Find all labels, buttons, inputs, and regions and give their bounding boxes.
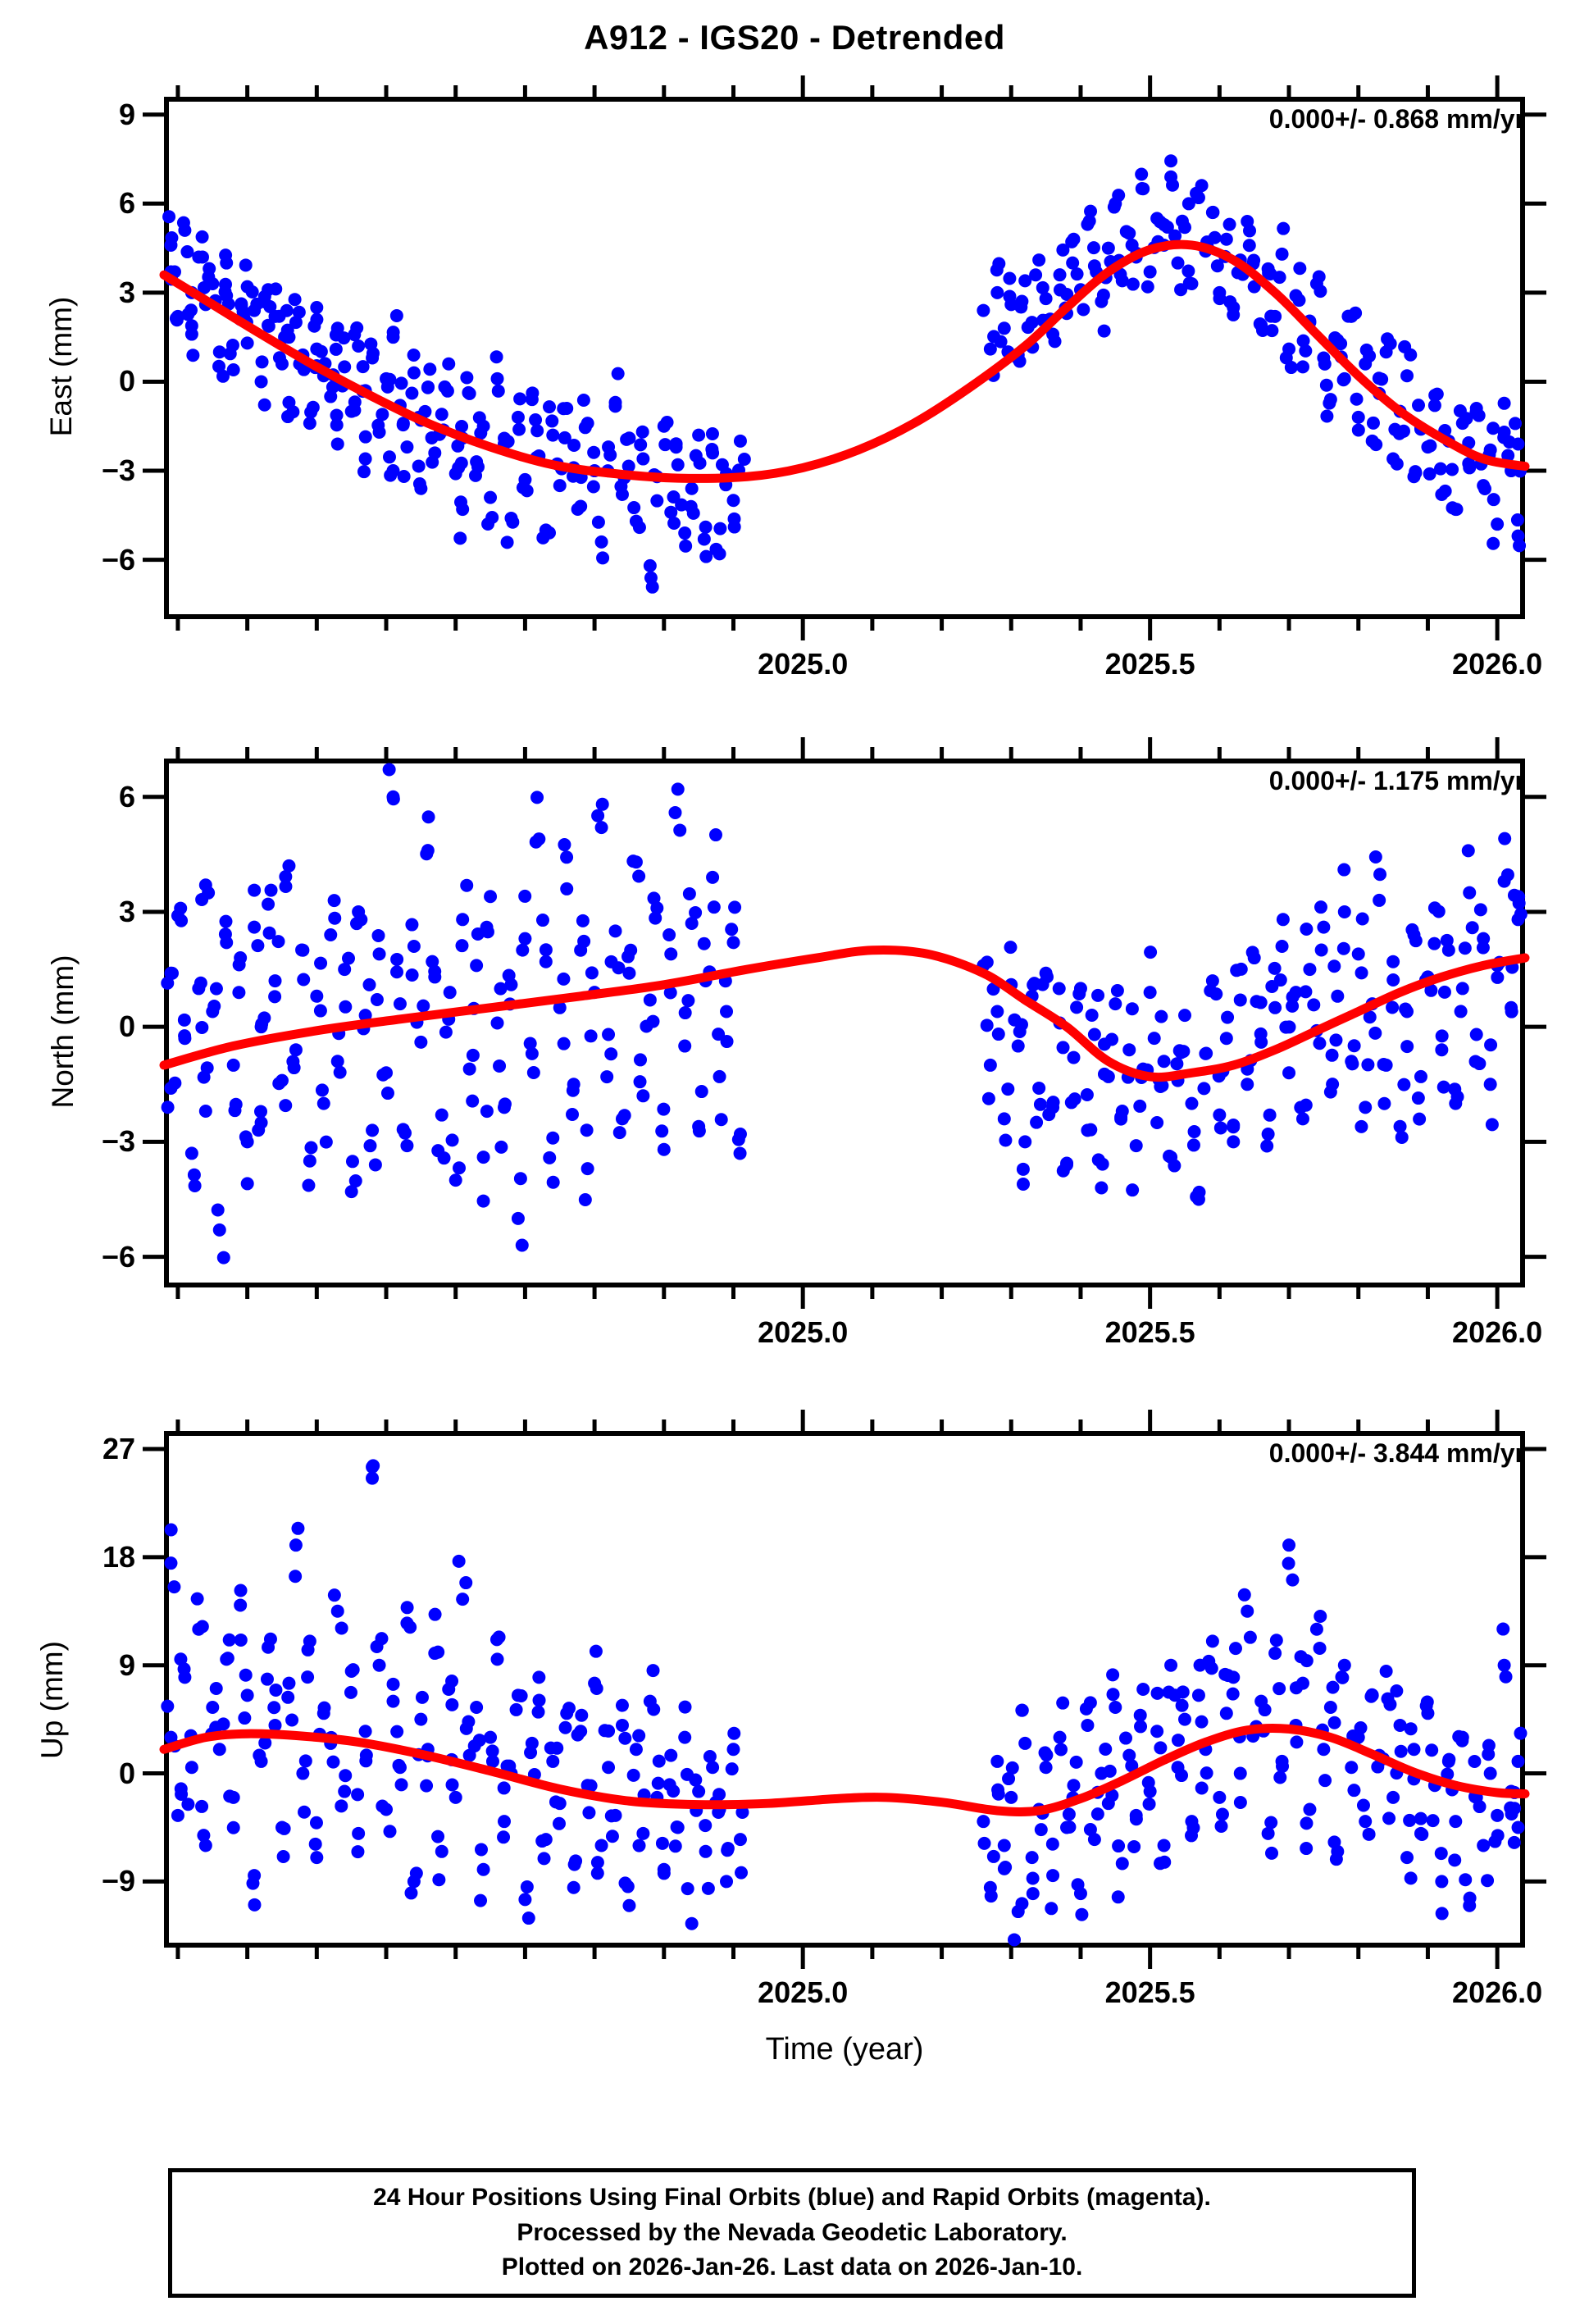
y-tick-label: −6	[101, 1239, 135, 1274]
y-tick-label: 0	[118, 1756, 135, 1790]
footer-line-2: Processed by the Nevada Geodetic Laborat…	[517, 2218, 1068, 2246]
rate-annotation-east: 0.000+/- 0.868 mm/yr	[1268, 104, 1525, 134]
rate-annotation-up: 0.000+/- 3.844 mm/yr	[1268, 1438, 1525, 1468]
y-tick-label: 6	[118, 779, 135, 813]
axis-label-time: Time (year)	[765, 2032, 924, 2067]
x-tick-label: 2026.0	[1452, 1315, 1543, 1349]
x-tick-label: 2025.5	[1104, 647, 1195, 681]
y-tick-label: 3	[118, 894, 135, 928]
panel-up: Up (mm) 0.000+/- 3.844 mm/yr	[35, 1410, 1546, 1969]
y-tick-label: 18	[102, 1539, 135, 1574]
x-tick-label: 2025.5	[1104, 1315, 1195, 1349]
rate-annotation-north: 0.000+/- 1.175 mm/yr	[1268, 766, 1525, 795]
y-tick-label: 0	[118, 1009, 135, 1044]
x-tick-label: 2025.0	[758, 1975, 849, 2009]
y-tick-label: −3	[101, 453, 135, 488]
plot-area-east	[143, 75, 1546, 640]
x-tick-label: 2025.0	[758, 1315, 849, 1349]
y-tick-label: 6	[118, 186, 135, 221]
x-tick-label: 2025.5	[1104, 1975, 1195, 2009]
footer-line-3: Plotted on 2026-Jan-26. Last data on 202…	[501, 2253, 1083, 2281]
page-title: A912 - IGS20 - Detrended	[584, 18, 1005, 57]
y-tick-label: −6	[101, 542, 135, 576]
panel-east: East (mm) 0.000+/- 0.868 mm/yr	[0, 0, 1589, 705]
y-tick-label: 9	[118, 97, 135, 131]
y-tick-label: 9	[118, 1647, 135, 1682]
plot-frame-east	[164, 97, 1525, 619]
footer-line-1: 24 Hour Positions Using Final Orbits (bl…	[373, 2184, 1211, 2212]
y-tick-label: 0	[118, 364, 135, 399]
y-tick-label: 27	[102, 1431, 135, 1465]
x-tick-label: 2026.0	[1452, 1975, 1543, 2009]
footer-note-box: 24 Hour Positions Using Final Orbits (bl…	[168, 2168, 1416, 2298]
x-tick-label: 2025.0	[758, 647, 849, 681]
x-tick-label: 2026.0	[1452, 647, 1543, 681]
y-tick-label: 3	[118, 275, 135, 309]
panel-north: North (mm) 0.000+/- 1.175 mm/yr	[46, 737, 1546, 1309]
y-tick-label: −3	[101, 1124, 135, 1159]
y-tick-label: −9	[101, 1864, 135, 1898]
plot-area-north	[143, 737, 1546, 1309]
plot-area-up	[143, 1410, 1546, 1969]
